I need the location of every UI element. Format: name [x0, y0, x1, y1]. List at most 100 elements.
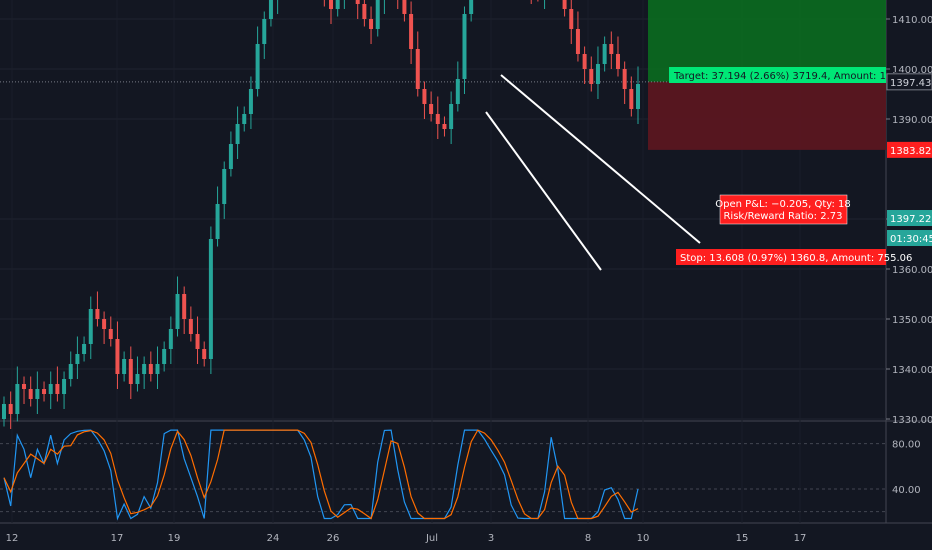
- time-tick-label: 15: [736, 533, 749, 544]
- candle-body: [68, 364, 73, 379]
- time-tick-label: 3: [488, 533, 494, 544]
- candle-body: [248, 89, 253, 114]
- time-tick-label: 17: [111, 533, 124, 544]
- candle-body: [415, 49, 420, 89]
- candle-body: [108, 329, 113, 339]
- candle-body: [62, 379, 67, 394]
- candle-body: [469, 0, 474, 14]
- candle-body: [188, 319, 193, 334]
- target-label: Target: 37.194 (2.66%) 3719.4, Amount: 1…: [673, 71, 915, 82]
- candle-body: [2, 404, 6, 419]
- candle-body: [569, 9, 574, 29]
- price-tick-label: 1360.000: [892, 265, 932, 276]
- price-tick-label: 1340.000: [892, 365, 932, 376]
- candle-body: [22, 384, 27, 389]
- stoch-tick-label: 80.00: [892, 440, 921, 451]
- candle-body: [562, 0, 567, 9]
- price-badge: [887, 141, 932, 158]
- candle-body: [268, 0, 273, 19]
- time-tick-label: 19: [168, 533, 181, 544]
- candle-body: [128, 359, 133, 384]
- price-badge-label: 01:30:45: [890, 234, 932, 245]
- trendlines[interactable]: [485, 74, 701, 271]
- candle-body: [222, 169, 227, 204]
- candle-body: [148, 364, 153, 374]
- target-label-bg: [669, 67, 886, 83]
- candle-body: [168, 329, 173, 349]
- stop-label-bg: [676, 249, 886, 265]
- time-axis[interactable]: 12 17 19 24 26 Jul 3 8 10 15 17: [6, 533, 807, 544]
- price-badge: [887, 210, 932, 226]
- candle-body: [422, 89, 427, 104]
- candle-body: [402, 0, 407, 14]
- time-tick-label: Jul: [425, 533, 438, 544]
- candle-body: [589, 69, 594, 84]
- candle-body: [142, 364, 147, 374]
- candle-body: [55, 384, 60, 394]
- candle-body: [208, 239, 213, 359]
- grid: [0, 0, 932, 524]
- candle-body: [636, 84, 640, 109]
- candle-body: [602, 44, 607, 64]
- candle-body: [449, 104, 454, 129]
- time-tick-label: 8: [585, 533, 591, 544]
- candle-body: [262, 19, 267, 44]
- candle-body: [48, 384, 53, 394]
- price-tick-label: 1390.000: [892, 115, 932, 126]
- candle-body: [255, 44, 260, 89]
- candle-body: [429, 104, 434, 114]
- candles: [2, 0, 640, 429]
- pnl-label-line1: Open P&L: −0.205, Qty: 18: [715, 199, 850, 210]
- candle-body: [215, 204, 220, 239]
- candle-body: [75, 354, 80, 364]
- price-tick-label: 1410.000: [892, 15, 932, 26]
- stop-label: Stop: 13.608 (0.97%) 1360.8, Amount: 755…: [680, 253, 912, 264]
- candle-body: [595, 64, 600, 84]
- candle-body: [609, 44, 614, 54]
- candle-body: [8, 404, 13, 414]
- candle-body: [88, 309, 93, 344]
- pnl-label-line2: Risk/Reward Ratio: 2.73: [723, 211, 842, 222]
- candle-body: [435, 114, 440, 124]
- candle-body: [102, 319, 107, 329]
- position-labels: Target: 37.194 (2.66%) 3719.4, Amount: 1…: [669, 67, 915, 265]
- candle-body: [35, 389, 40, 399]
- candle-body: [162, 349, 167, 364]
- pnl-label-bg: [719, 194, 848, 225]
- stoch-tick-label: 40.00: [892, 485, 921, 496]
- candle-body: [42, 389, 47, 394]
- candle-body: [28, 389, 33, 399]
- candle-body: [155, 364, 160, 374]
- candle-body: [329, 0, 334, 9]
- stop-zone: [648, 81, 886, 150]
- price-badge-label: 1383.826: [890, 146, 932, 157]
- time-tick-label: 24: [267, 533, 280, 544]
- candle-body: [122, 359, 127, 374]
- candle-body: [455, 79, 460, 104]
- candle-body: [375, 0, 380, 29]
- upper-trendline[interactable]: [500, 74, 701, 244]
- candle-body: [582, 54, 587, 69]
- candle-body: [575, 29, 580, 54]
- price-badge: [886, 73, 932, 91]
- lower-trendline[interactable]: [485, 111, 602, 271]
- price-badge-label: 1397.434: [890, 78, 932, 89]
- price-tick-label: 1350.000: [892, 315, 932, 326]
- candle-body: [442, 124, 447, 129]
- candle-body: [622, 69, 627, 89]
- price-tick-label: 1330.000: [892, 415, 932, 426]
- candle-body: [629, 89, 634, 109]
- candle-body: [462, 14, 467, 79]
- candle-body: [15, 384, 20, 414]
- candle-body: [115, 339, 120, 374]
- candle-body: [355, 0, 360, 4]
- candle-body: [135, 374, 140, 384]
- stochastic-indicator: [3, 429, 639, 521]
- price-badge-label: 1397.229: [890, 214, 932, 225]
- candle-body: [615, 54, 620, 69]
- candle-body: [175, 294, 180, 329]
- time-tick-label: 26: [327, 533, 340, 544]
- price-badge: [887, 230, 932, 246]
